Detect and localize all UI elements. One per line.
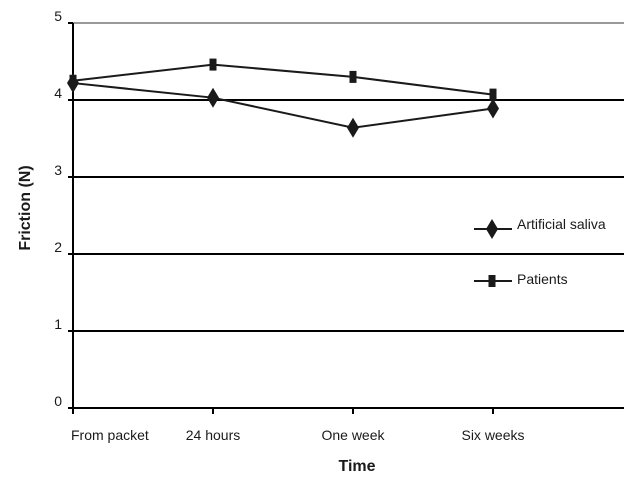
legend-label-patients: Patients	[517, 271, 568, 287]
y-tick-label: 0	[54, 393, 62, 409]
x-axis-title: Time	[338, 458, 375, 475]
x-tick-label: One week	[321, 427, 385, 443]
data-point-artificial-saliva	[487, 98, 499, 119]
y-tick-label: 3	[54, 162, 62, 178]
y-tick-labels: 0 1 2 3 4 5	[54, 8, 73, 409]
legend-label-artificial-saliva: Artificial saliva	[517, 216, 606, 232]
x-tick-label: Six weeks	[461, 427, 524, 443]
x-tick-label: From packet	[71, 427, 149, 443]
data-point-artificial-saliva	[347, 117, 359, 138]
data-point-patients	[349, 70, 357, 83]
square-icon	[488, 275, 496, 287]
y-tick-label: 4	[54, 85, 62, 101]
legend-item-artificial-saliva: Artificial saliva	[474, 216, 606, 239]
series-artificial-saliva	[67, 73, 499, 138]
series-line-artificial-saliva	[72, 82, 494, 129]
data-point-artificial-saliva	[207, 87, 219, 108]
legend-item-patients: Patients	[474, 271, 568, 287]
y-tick-label: 1	[54, 316, 62, 332]
series-line-patients	[72, 63, 494, 96]
x-tick-labels: From packet 24 hours One week Six weeks	[71, 408, 525, 443]
grid-lines	[73, 22, 624, 332]
data-point-patients	[209, 58, 217, 71]
series-layer	[67, 58, 499, 138]
series-patients	[69, 58, 497, 101]
data-point-patients	[489, 88, 497, 101]
y-tick-label: 5	[54, 8, 62, 24]
y-tick-label: 2	[54, 239, 62, 255]
y-axis-title: Friction (N)	[17, 165, 34, 250]
x-tick-label: 24 hours	[186, 427, 240, 443]
diamond-icon	[486, 219, 498, 239]
data-point-patients	[69, 74, 77, 87]
legend: Artificial saliva Patients	[474, 216, 606, 287]
